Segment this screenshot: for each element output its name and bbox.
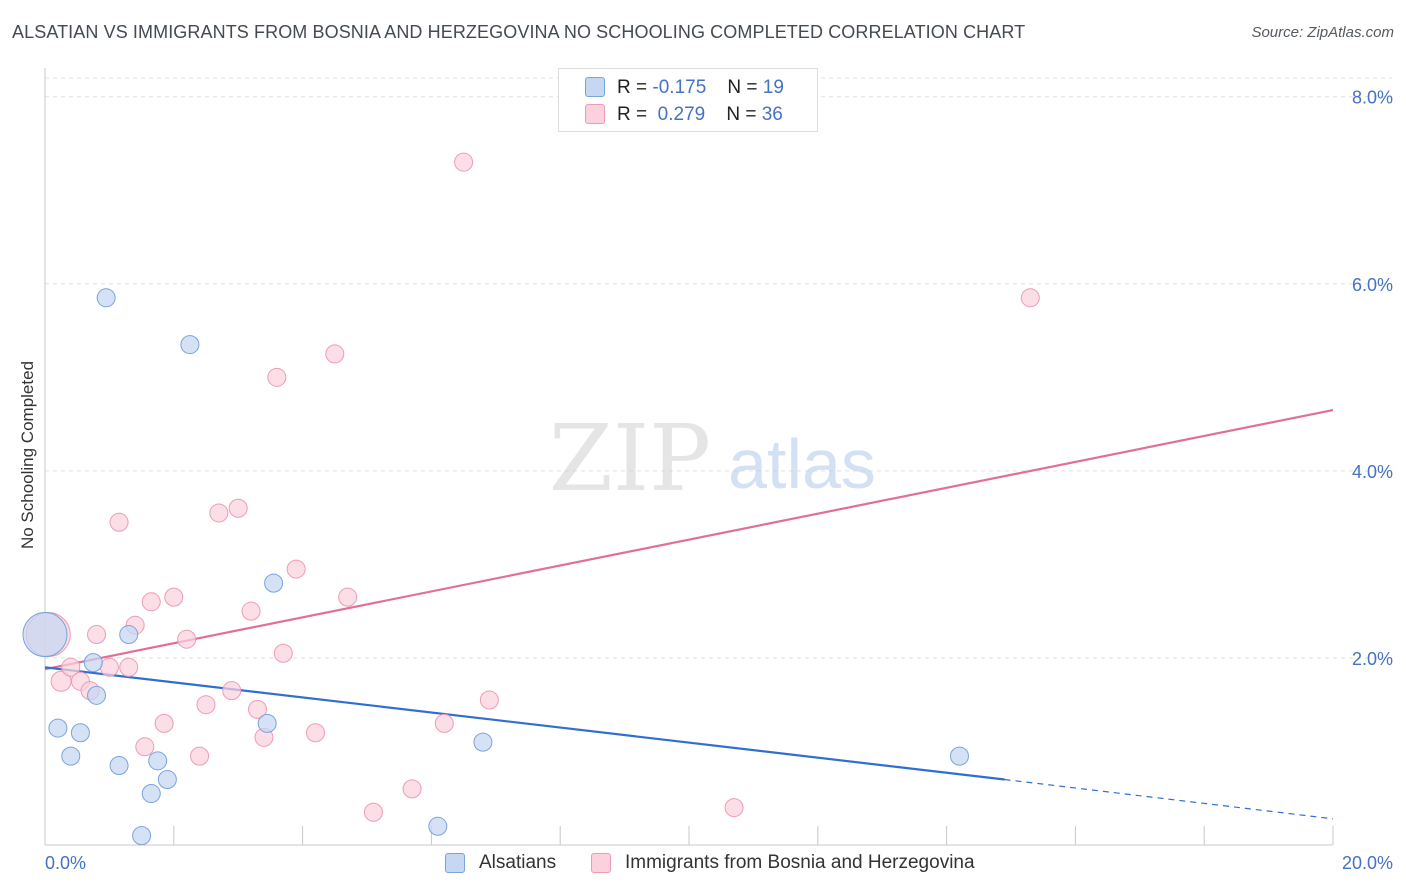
x-tick-label-max: 20.0% bbox=[1342, 853, 1393, 873]
watermark: ZIP atlas bbox=[549, 405, 876, 512]
bosnia-point bbox=[109, 512, 129, 532]
alsatian-point bbox=[428, 816, 448, 836]
alsatian-point bbox=[264, 573, 284, 593]
alsatian-point bbox=[70, 723, 90, 743]
legend-n-value: 19 bbox=[762, 77, 784, 98]
bosnia-point bbox=[454, 152, 474, 172]
bosnia-point bbox=[479, 690, 499, 710]
y-tick-label: 6.0% bbox=[1352, 275, 1393, 295]
bosnia-trend-line bbox=[44, 408, 1334, 671]
bosnia-point bbox=[273, 643, 293, 663]
alsatian-point bbox=[119, 625, 139, 645]
bosnia-point bbox=[286, 559, 306, 579]
bosnia-point bbox=[402, 779, 422, 799]
source-label: Source: ZipAtlas.com bbox=[1251, 24, 1394, 41]
y-tick-label: 8.0% bbox=[1352, 88, 1393, 108]
alsatian-point bbox=[157, 770, 177, 790]
bosnia-point bbox=[338, 587, 358, 607]
bosnia-point bbox=[119, 657, 139, 677]
alsatian-point bbox=[109, 755, 129, 775]
legend-r-label: R = bbox=[617, 104, 648, 125]
chart-title: ALSATIAN VS IMMIGRANTS FROM BOSNIA AND H… bbox=[12, 22, 1026, 42]
watermark-zip: ZIP bbox=[549, 405, 711, 512]
bosnia-point bbox=[248, 699, 268, 719]
legend-label-bosnia: Immigrants from Bosnia and Herzegovina bbox=[625, 852, 975, 873]
alsatian-point bbox=[180, 335, 200, 355]
legend-swatch-pink bbox=[591, 853, 611, 873]
legend-r-value: -0.175 bbox=[652, 77, 707, 98]
bosnia-point bbox=[241, 601, 261, 621]
legend-n-value: 36 bbox=[761, 104, 783, 125]
alsatian-point bbox=[96, 288, 116, 308]
alsatian-trend-line bbox=[44, 666, 1005, 781]
bosnia-point bbox=[164, 587, 184, 607]
legend-swatch-pink bbox=[585, 104, 605, 124]
legend-n-label: N = bbox=[726, 104, 757, 125]
alsatian-trend-extension bbox=[1004, 778, 1334, 820]
alsatian-point bbox=[87, 685, 107, 705]
alsatian-point bbox=[148, 751, 168, 771]
correlation-legend: R = -0.175 N = 19 R = 0.279 N = 36 bbox=[558, 68, 818, 132]
legend-n-label: N = bbox=[727, 77, 758, 98]
bosnia-point bbox=[196, 695, 216, 715]
alsatian-point bbox=[141, 784, 161, 804]
bosnia-point bbox=[267, 367, 287, 387]
bosnia-point bbox=[141, 592, 161, 612]
bosnia-point bbox=[209, 503, 229, 523]
bosnia-point bbox=[434, 713, 454, 733]
bosnia-point bbox=[305, 723, 325, 743]
bosnia-point bbox=[724, 798, 744, 818]
watermark-atlas: atlas bbox=[728, 425, 876, 503]
bosnia-point bbox=[87, 625, 107, 645]
alsatian-point bbox=[257, 713, 277, 733]
bosnia-point bbox=[190, 746, 210, 766]
gridlines bbox=[45, 77, 1392, 659]
bosnia-point bbox=[228, 498, 248, 518]
bosnia-point bbox=[363, 802, 383, 822]
bosnia-point bbox=[177, 629, 197, 649]
alsatian-point bbox=[48, 718, 68, 738]
bosnia-point bbox=[325, 344, 345, 364]
tick-labels: 2.0% 4.0% 6.0% 8.0% 0.0% 20.0% bbox=[45, 88, 1393, 873]
legend-label-alsatians: Alsatians bbox=[479, 852, 557, 873]
bosnia-point bbox=[61, 657, 81, 677]
alsatian-point bbox=[949, 746, 969, 766]
alsatian-point bbox=[22, 612, 68, 658]
alsatian-point bbox=[473, 732, 493, 752]
bosnia-point bbox=[154, 713, 174, 733]
bosnia-point bbox=[222, 681, 242, 701]
legend-swatch-blue bbox=[445, 853, 465, 873]
alsatian-point bbox=[132, 826, 152, 846]
axes bbox=[44, 68, 1334, 846]
alsatian-point bbox=[61, 746, 81, 766]
y-tick-label: 4.0% bbox=[1352, 462, 1393, 482]
legend-r-value: 0.279 bbox=[657, 104, 706, 125]
data-points bbox=[22, 152, 1040, 846]
y-tick-label: 2.0% bbox=[1352, 649, 1393, 669]
legend-r-label: R = bbox=[617, 77, 648, 98]
bosnia-point bbox=[1020, 288, 1040, 308]
legend-swatch-blue bbox=[585, 77, 605, 97]
bosnia-point bbox=[135, 737, 155, 757]
bosnia-point bbox=[99, 657, 119, 677]
x-tick-label-min: 0.0% bbox=[45, 853, 86, 873]
alsatian-point bbox=[83, 653, 103, 673]
trend-lines bbox=[44, 408, 1334, 820]
